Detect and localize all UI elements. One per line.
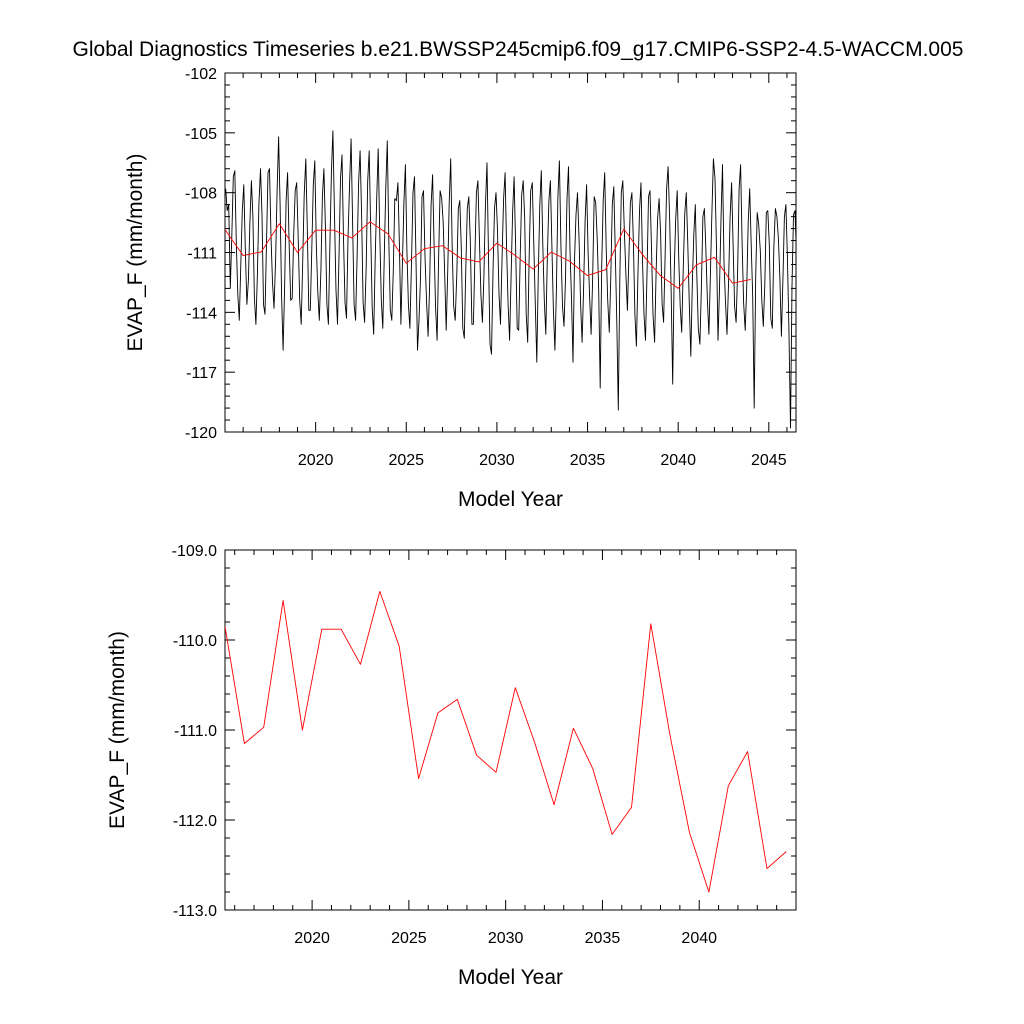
x-tick-label: 2025 — [388, 452, 424, 469]
y-tick-label: -111.0 — [174, 723, 217, 740]
figure-title: Global Diagnostics Timeseries b.e21.BWSS… — [73, 38, 964, 61]
y-tick-label: -110.0 — [173, 633, 217, 650]
y-tick-label: -102 — [185, 66, 217, 83]
plot-data-area — [225, 130, 796, 429]
y-tick-label: -113.0 — [173, 903, 217, 920]
y-axis-label: EVAP_F (mm/month) — [106, 631, 129, 829]
x-tick-label: 2025 — [391, 930, 427, 947]
x-tick-label: 2020 — [294, 930, 330, 947]
series-line-annual-mean — [225, 221, 751, 289]
timeseries-plot-monthly-and-annual: -120 -117 -114 -111 -108 -105 -102 2020 2025 2030… — [124, 66, 797, 511]
y-tick-label: -117 — [186, 365, 217, 382]
y-axis-label: EVAP_F (mm/month) — [124, 154, 147, 352]
x-tick-label: 2045 — [751, 452, 787, 469]
x-tick-label: 2040 — [681, 930, 717, 947]
x-tick-label: 2035 — [585, 930, 621, 947]
x-tick-label: 2030 — [479, 452, 515, 469]
plot-frame — [224, 549, 797, 911]
y-tick-label: -112.0 — [173, 813, 217, 830]
y-tick-label: -120 — [185, 425, 217, 442]
x-axis-label: Model Year — [458, 966, 563, 989]
x-tick-label: 2040 — [660, 452, 696, 469]
series-line-monthly — [225, 130, 796, 429]
timeseries-plot-annual-mean: -113.0 -112.0 -111.0 -110.0 -109.0 2020 2025 20… — [106, 543, 797, 989]
x-tick-label: 2020 — [298, 452, 334, 469]
x-axis-label: Model Year — [458, 488, 563, 511]
y-tick-label: -109.0 — [172, 543, 217, 560]
series-line-annual-mean — [225, 590, 787, 893]
y-tick-label: -105 — [185, 126, 217, 143]
x-tick-label: 2030 — [488, 930, 524, 947]
plot-data-area — [225, 590, 787, 893]
y-tick-label: -111 — [187, 246, 217, 263]
y-tick-label: -114 — [186, 305, 217, 322]
x-tick-label: 2035 — [570, 452, 606, 469]
y-tick-label: -108 — [185, 186, 217, 203]
